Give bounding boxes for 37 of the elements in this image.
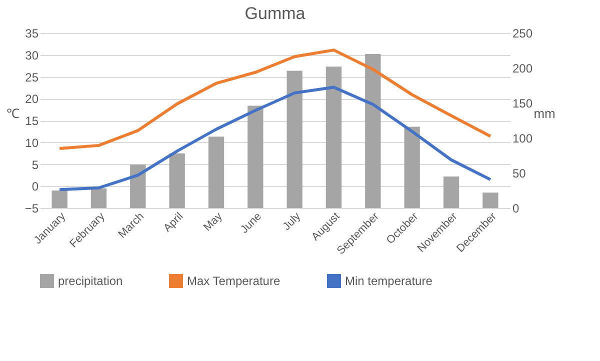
y-tick-label: 20 xyxy=(25,92,39,106)
legend-label: precipitation xyxy=(58,274,123,288)
y2-tick-label: 50 xyxy=(512,166,526,180)
y-tick-label: 35 xyxy=(25,26,39,40)
y-tick-label: 0 xyxy=(32,180,39,194)
legend-label: Max Temperature xyxy=(187,274,280,288)
bar xyxy=(326,66,342,208)
bar xyxy=(169,153,185,208)
bar xyxy=(248,106,264,208)
y2-tick-label: 250 xyxy=(512,26,533,40)
y-axis-title: ℃ xyxy=(6,106,20,121)
bar xyxy=(286,70,302,208)
y-tick-label: 10 xyxy=(25,136,39,150)
x-tick-label: May xyxy=(202,210,226,234)
bar xyxy=(208,136,224,208)
bar xyxy=(90,188,107,208)
line-series xyxy=(58,48,492,150)
y2-tick-label: 100 xyxy=(512,132,533,146)
bar xyxy=(365,54,381,208)
y2-axis-title: mm xyxy=(534,106,556,121)
y-tick-label: 5 xyxy=(32,158,39,172)
bar xyxy=(443,176,460,208)
x-tick-label: July xyxy=(280,210,304,233)
y-tick-label: 25 xyxy=(25,70,39,84)
y-tick-label: −5 xyxy=(24,202,39,216)
legend-label: Min temperature xyxy=(345,274,433,288)
bar xyxy=(52,190,68,208)
line-series xyxy=(58,86,492,192)
y2-tick-label: 150 xyxy=(512,96,533,110)
bar xyxy=(404,126,420,208)
y-tick-label: 30 xyxy=(25,48,39,62)
y2-tick-label: 0 xyxy=(512,202,520,216)
y-tick-label: 15 xyxy=(25,114,39,128)
y2-tick-label: 200 xyxy=(512,62,533,76)
chart-title: Gumma xyxy=(244,4,306,23)
bar xyxy=(482,192,498,208)
bar xyxy=(130,164,146,208)
